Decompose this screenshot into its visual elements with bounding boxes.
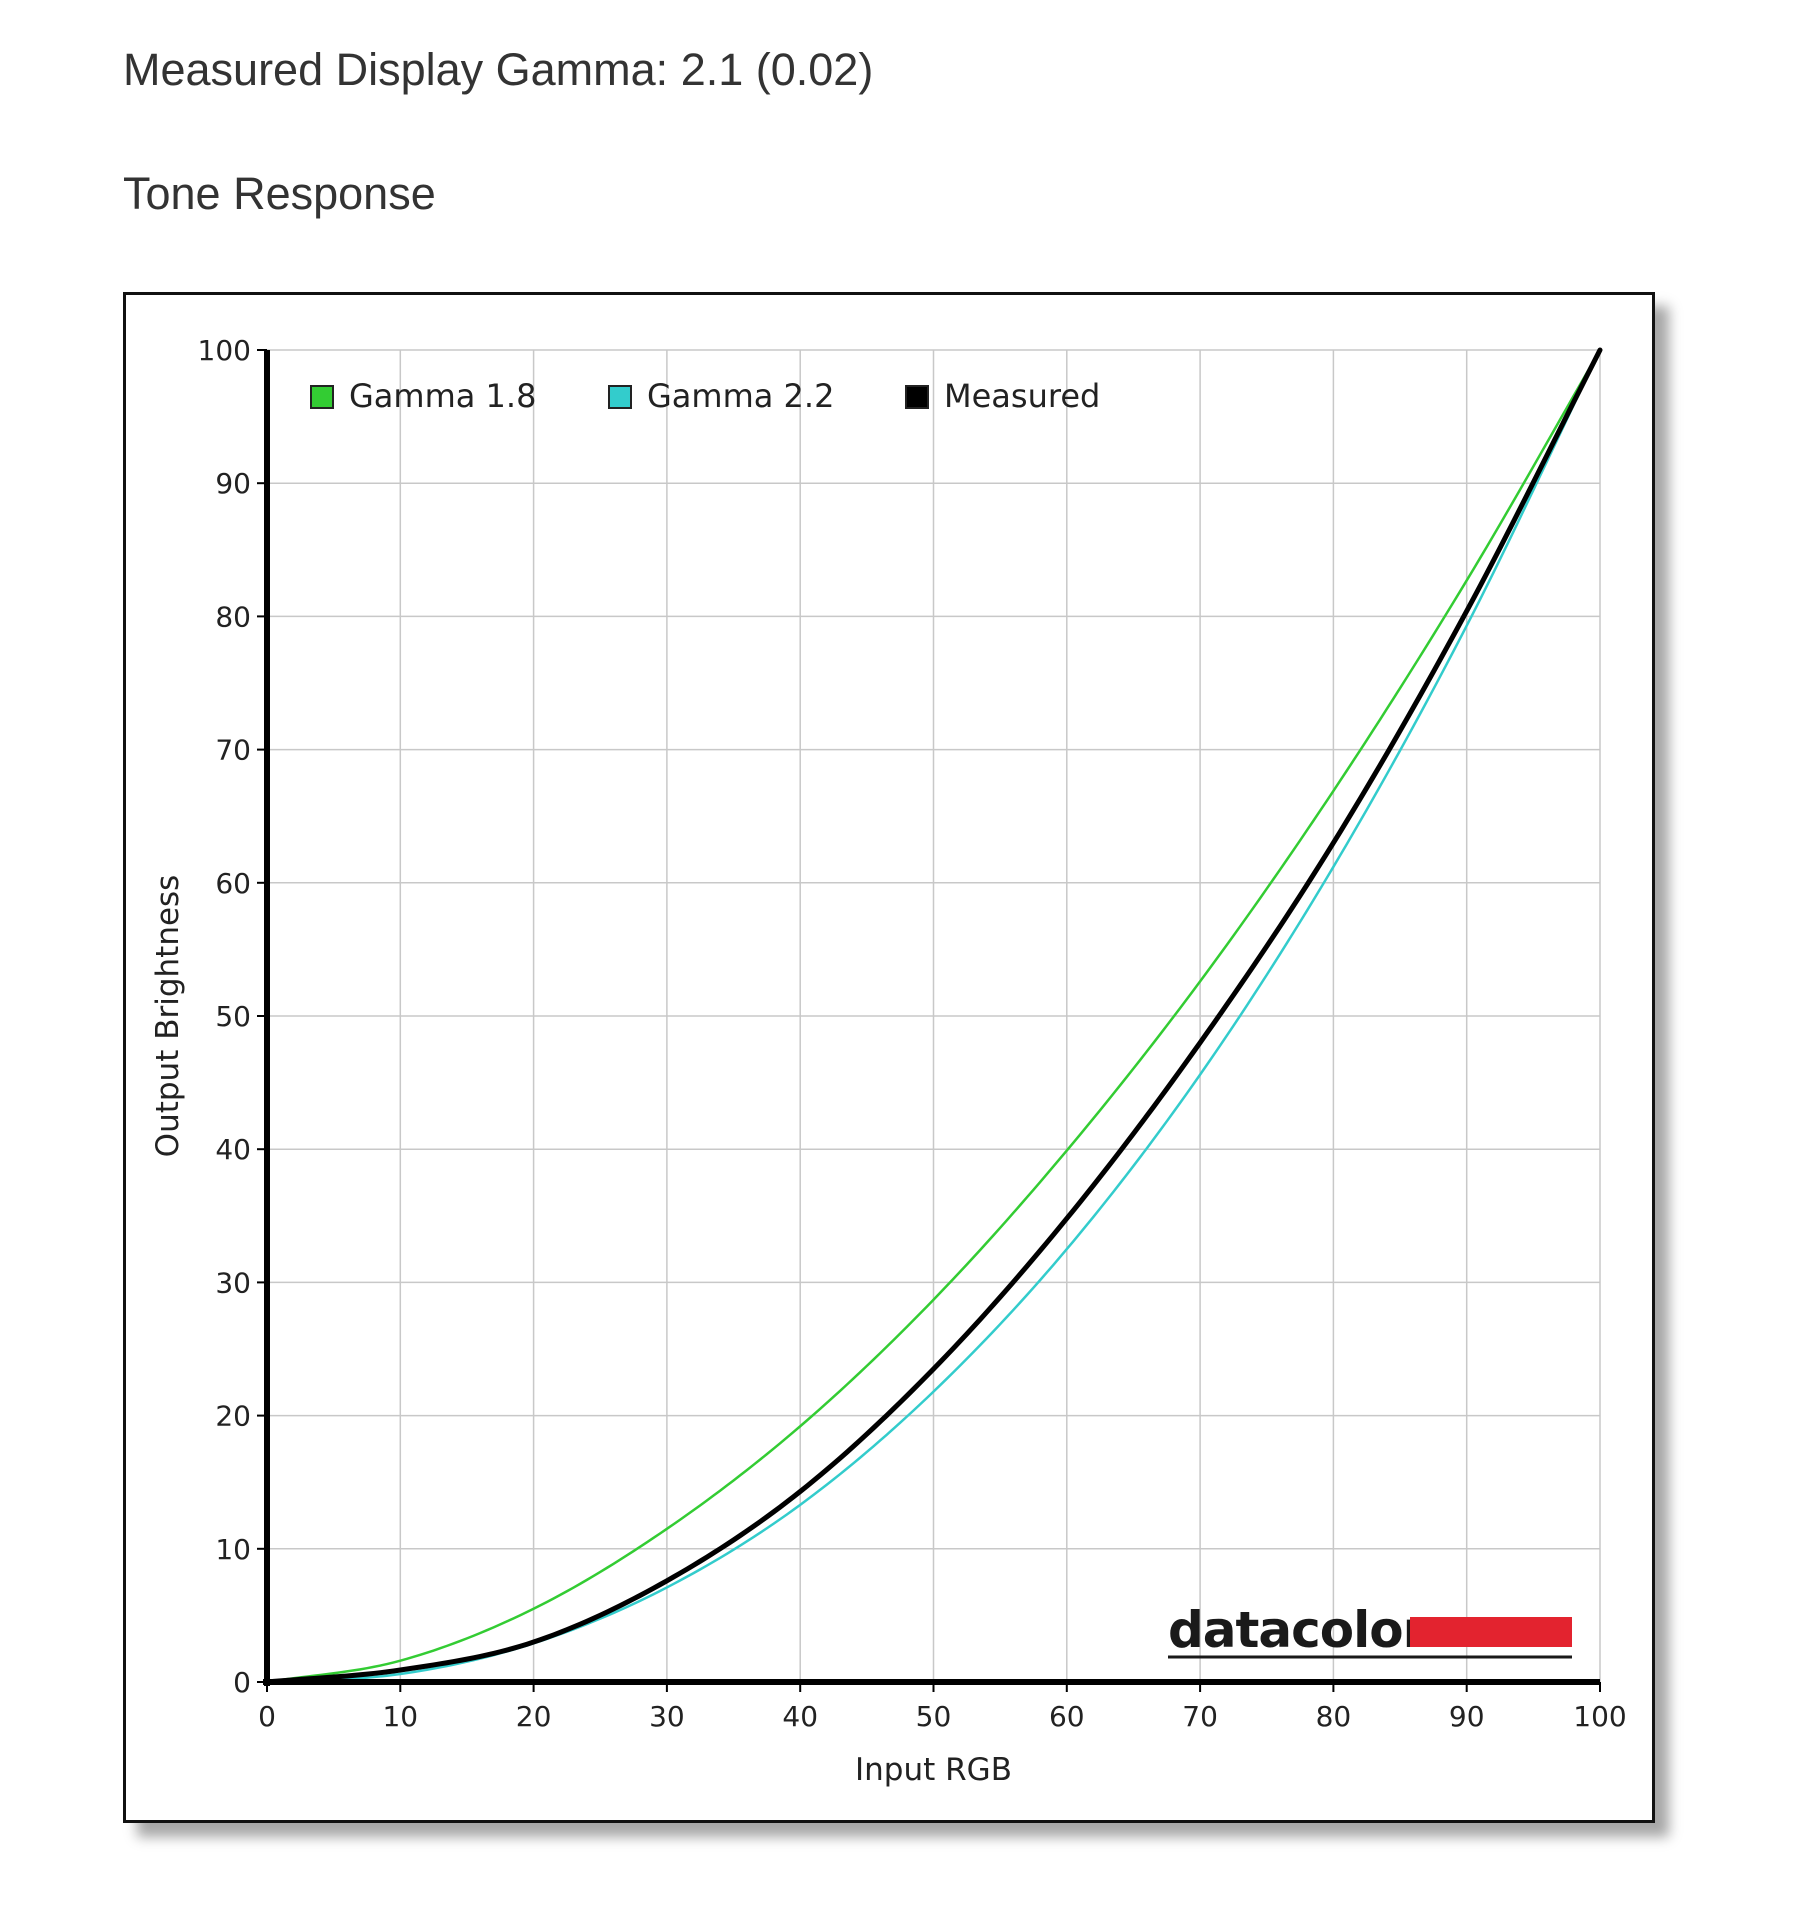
x-tick-label: 40 [782, 1700, 818, 1733]
y-tick-label: 50 [215, 1000, 251, 1033]
y-tick-label: 0 [233, 1666, 251, 1699]
y-tick-label: 100 [198, 334, 251, 367]
tone-response-chart: 0 10 20 30 40 50 60 70 80 90 100 0 10 20 30 40 50 60 70 80 9… [150, 334, 1627, 1788]
series-line-gamma-1-8 [265, 348, 1602, 1684]
legend-label-gamma-2-2: Gamma 2.2 [647, 377, 834, 415]
legend-swatch-gamma-2-2 [608, 385, 632, 409]
series-layer [264, 347, 1603, 1685]
y-tick-label: 70 [215, 734, 251, 767]
y-tick-label: 10 [215, 1533, 251, 1566]
y-tick-label: 30 [215, 1266, 251, 1299]
x-tick-label: 0 [258, 1700, 276, 1733]
x-tick-label: 60 [1049, 1700, 1085, 1733]
legend: Gamma 1.8 Gamma 2.2 Measured [310, 377, 1100, 415]
y-tick-label: 40 [215, 1133, 251, 1166]
y-axis-title: Output Brightness [150, 875, 186, 1158]
axis-layer [263, 350, 1600, 1686]
grid-layer [267, 349, 1601, 1682]
x-tick-label: 20 [516, 1700, 552, 1733]
x-tick-label: 50 [916, 1700, 952, 1733]
tone-response-heading: Tone Response [123, 168, 436, 219]
y-tick-label: 20 [215, 1400, 251, 1433]
legend-label-gamma-1-8: Gamma 1.8 [349, 377, 536, 415]
datacolor-logo-bar [1410, 1617, 1572, 1647]
x-tick-label: 30 [649, 1700, 685, 1733]
legend-label-measured: Measured [944, 377, 1100, 415]
y-tick-label: 60 [215, 867, 251, 900]
chart-frame: 0 10 20 30 40 50 60 70 80 90 100 0 10 20 30 40 50 60 70 80 9… [123, 292, 1655, 1823]
x-tick-label: 100 [1573, 1700, 1626, 1733]
legend-swatch-gamma-1-8 [310, 385, 334, 409]
datacolor-logo: datacolor [1168, 1601, 1572, 1659]
x-axis-title: Input RGB [855, 1752, 1012, 1788]
y-tick-label: 90 [215, 467, 251, 500]
series-line-measured [264, 347, 1603, 1685]
legend-swatch-measured [905, 385, 929, 409]
x-tick-label: 10 [382, 1700, 418, 1733]
x-tick-label: 80 [1316, 1700, 1352, 1733]
y-tick-label: 80 [215, 600, 251, 633]
measured-gamma-heading: Measured Display Gamma: 2.1 (0.02) [123, 44, 874, 95]
x-tick-label: 70 [1182, 1700, 1218, 1733]
datacolor-logo-text: datacolor [1168, 1601, 1428, 1659]
tick-layer: 0 10 20 30 40 50 60 70 80 90 100 0 10 20 30 40 50 60 70 80 9… [198, 334, 1627, 1733]
x-tick-label: 90 [1449, 1700, 1485, 1733]
